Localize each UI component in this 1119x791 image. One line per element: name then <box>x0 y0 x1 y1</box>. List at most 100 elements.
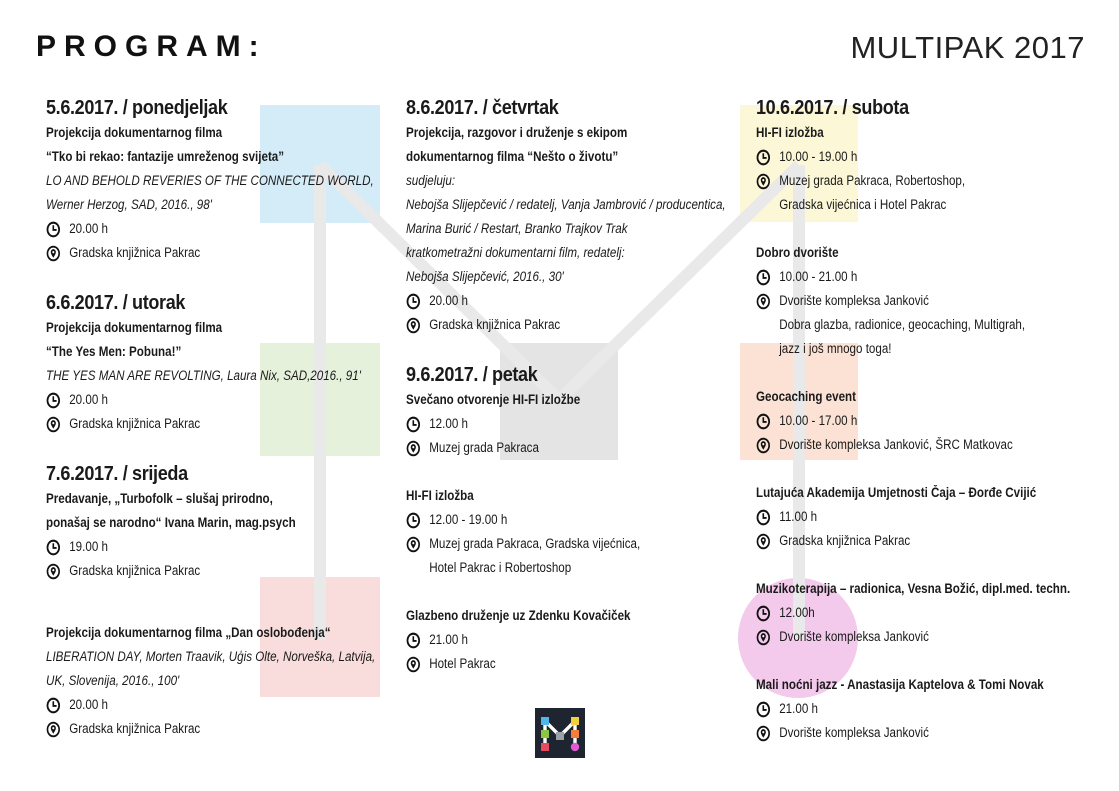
event-info: UK, Slovenija, 2016., 100' <box>46 673 180 688</box>
column-right: 10.6.2017. / subota HI-FI izložba 10.00 … <box>756 94 1111 765</box>
place-text-continued: Hotel Pakrac i Robertoshop <box>429 560 572 575</box>
day-block: 10.6.2017. / subota HI-FI izložba 10.00 … <box>756 94 1111 745</box>
event-title: Dobro dvorište <box>756 245 839 260</box>
day-block: 6.6.2017. / utorak Projekcija dokumentar… <box>46 289 391 436</box>
day-heading: 8.6.2017. / četvrtak <box>406 96 559 119</box>
event-place: Dvorište kompleksa Janković, ŠRC Matkova… <box>756 433 1061 457</box>
event: Projekcija, razgovor i druženje s ekipom… <box>406 121 751 337</box>
event-time: 10.00 - 17.00 h <box>756 409 1061 433</box>
column-left: 5.6.2017. / ponedjeljak Projekcija dokum… <box>46 94 391 765</box>
time-text: 20.00 h <box>69 221 108 236</box>
event-time: 21.00 h <box>756 697 1061 721</box>
time-text: 10.00 - 19.00 h <box>779 149 858 164</box>
event-time: 12.00 - 19.00 h <box>406 508 703 532</box>
location-pin-icon <box>756 293 770 309</box>
location-pin-icon <box>406 656 420 672</box>
clock-icon <box>46 539 61 555</box>
place-text: Dvorište kompleksa Janković <box>779 629 929 644</box>
event-place: Gradska knjižnica Pakrac <box>46 241 343 265</box>
event-info: Marina Burić / Restart, Branko Trajkov T… <box>406 221 628 236</box>
clock-icon <box>406 416 421 432</box>
time-text: 12.00h <box>779 605 815 620</box>
event-time: 12.00h <box>756 601 1061 625</box>
event-subtitle: “Tko bi rekao: fantazije umreženog svije… <box>46 149 285 164</box>
time-text: 10.00 - 21.00 h <box>779 269 858 284</box>
event-place: Gradska knjižnica Pakrac <box>46 412 343 436</box>
day-heading: 6.6.2017. / utorak <box>46 291 186 314</box>
event: Predavanje, „Turbofolk – slušaj prirodno… <box>46 487 391 583</box>
event-title: Glazbeno druženje uz Zdenku Kovačiček <box>406 608 631 623</box>
event-place: Muzej grada Pakraca, Robertoshop, <box>756 169 1061 193</box>
time-text: 20.00 h <box>429 293 468 308</box>
event-time: 21.00 h <box>406 628 703 652</box>
clock-icon <box>46 392 61 408</box>
day-block: 9.6.2017. / petak Svečano otvorenje HI-F… <box>406 361 751 676</box>
event-title: Svečano otvorenje HI-FI izložbe <box>406 392 581 407</box>
clock-icon <box>756 269 771 285</box>
event: Projekcija dokumentarnog filma „Dan oslo… <box>46 621 391 741</box>
time-text: 21.00 h <box>429 632 468 647</box>
event-subtitle: “The Yes Men: Pobuna!” <box>46 344 182 359</box>
multipak-logo <box>535 708 585 758</box>
event-place: Muzej grada Pakraca, Gradska vijećnica, <box>406 532 703 556</box>
event-info: Nebojša Slijepčević, 2016., 30' <box>406 269 564 284</box>
time-text: 21.00 h <box>779 701 818 716</box>
place-text: Gradska knjižnica Pakrac <box>69 416 201 431</box>
event-place: Gradska knjižnica Pakrac <box>406 313 703 337</box>
clock-icon <box>406 632 421 648</box>
event: Geocaching event 10.00 - 17.00 h Dvorišt… <box>756 385 1111 457</box>
place-text-continued: Gradska vijećnica i Hotel Pakrac <box>779 197 947 212</box>
event-info: kratkometražni dokumentarni film, redate… <box>406 245 625 260</box>
event-time: 10.00 - 19.00 h <box>756 145 1061 169</box>
event-info: THE YES MAN ARE REVOLTING, Laura Nix, SA… <box>46 368 361 383</box>
event-time: 19.00 h <box>46 535 343 559</box>
clock-icon <box>756 701 771 717</box>
clock-icon <box>756 413 771 429</box>
place-text: Muzej grada Pakraca, Gradska vijećnica, <box>429 536 641 551</box>
day-heading: 9.6.2017. / petak <box>406 363 538 386</box>
day-heading: 7.6.2017. / srijeda <box>46 462 188 485</box>
location-pin-icon <box>406 317 420 333</box>
event-note: jazz i još mnogo toga! <box>779 341 892 356</box>
program-title: PROGRAM: <box>36 30 267 63</box>
clock-icon <box>756 149 771 165</box>
time-text: 12.00 - 19.00 h <box>429 512 508 527</box>
event-place: Hotel Pakrac <box>406 652 703 676</box>
event-title: HI-FI izložba <box>756 125 824 140</box>
place-text: Dvorište kompleksa Janković <box>779 293 929 308</box>
event: Projekcija dokumentarnog filma “Tko bi r… <box>46 121 391 265</box>
event-place: Muzej grada Pakraca <box>406 436 703 460</box>
event: Muzikoterapija – radionica, Vesna Božić,… <box>756 577 1111 649</box>
event-title: Lutajuća Akademija Umjetnosti Čaja – Đor… <box>756 485 1037 500</box>
event-title: Projekcija dokumentarnog filma <box>46 320 223 335</box>
event-info: Werner Herzog, SAD, 2016., 98' <box>46 197 212 212</box>
event: Mali noćni jazz - Anastasija Kaptelova &… <box>756 673 1111 745</box>
event: Lutajuća Akademija Umjetnosti Čaja – Đor… <box>756 481 1111 553</box>
event-place: Gradska knjižnica Pakrac <box>756 529 1061 553</box>
event-time: 20.00 h <box>46 217 343 241</box>
event-info: LO AND BEHOLD REVERIES OF THE CONNECTED … <box>46 173 374 188</box>
place-text: Gradska knjižnica Pakrac <box>69 245 201 260</box>
time-text: 10.00 - 17.00 h <box>779 413 858 428</box>
event-place: Dvorište kompleksa Janković <box>756 721 1061 745</box>
event: HI-FI izložba 10.00 - 19.00 h Muzej grad… <box>756 121 1111 217</box>
place-text: Gradska knjižnica Pakrac <box>69 721 201 736</box>
event-subtitle: ponašaj se narodno“ Ivana Marin, mag.psy… <box>46 515 296 530</box>
event: Dobro dvorište 10.00 - 21.00 h Dvorište … <box>756 241 1111 361</box>
event-title: HI-FI izložba <box>406 488 474 503</box>
event-place: Dvorište kompleksa Janković <box>756 289 1061 313</box>
event-place: Gradska knjižnica Pakrac <box>46 717 343 741</box>
event-time: 11.00 h <box>756 505 1061 529</box>
event-note: Dobra glazba, radionice, geocaching, Mul… <box>779 317 1026 332</box>
event: HI-FI izložba 12.00 - 19.00 h Muzej grad… <box>406 484 751 580</box>
place-text: Muzej grada Pakraca, Robertoshop, <box>779 173 966 188</box>
event: Svečano otvorenje HI-FI izložbe 12.00 h … <box>406 388 751 460</box>
place-text: Dvorište kompleksa Janković <box>779 725 929 740</box>
event-title: Muzikoterapija – radionica, Vesna Božić,… <box>756 581 1071 596</box>
event-time: 12.00 h <box>406 412 703 436</box>
event-title: Projekcija dokumentarnog filma „Dan oslo… <box>46 625 331 640</box>
event-title: Projekcija, razgovor i druženje s ekipom <box>406 125 628 140</box>
event-subtitle: dokumentarnog filma “Nešto o životu” <box>406 149 619 164</box>
time-text: 12.00 h <box>429 416 468 431</box>
event-place: Dvorište kompleksa Janković <box>756 625 1061 649</box>
